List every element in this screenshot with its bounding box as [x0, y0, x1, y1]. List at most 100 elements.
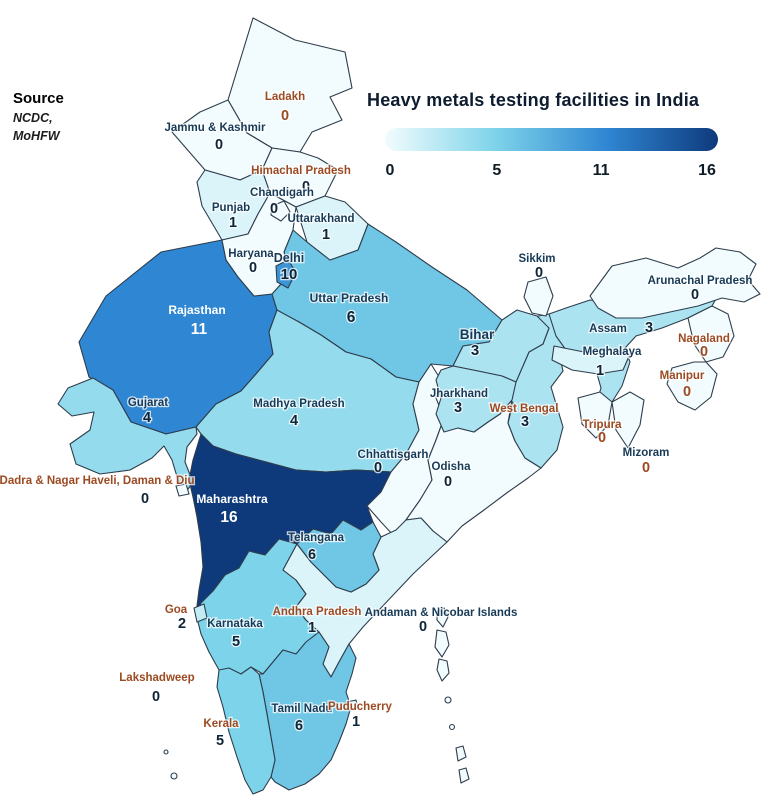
region-name-label-dnh: Dadra & Nagar Haveli, Daman & Diu: [0, 475, 194, 487]
region-sikkim[interactable]: [523, 276, 554, 317]
region-name-label-tripura: Tripura: [583, 419, 623, 431]
region-kerala[interactable]: [216, 666, 276, 795]
region-name-label-gujarat: Gujarat: [128, 397, 168, 409]
region-name-label-ap: Andhra Pradesh: [273, 606, 362, 618]
chart-title: Heavy metals testing facilities in India: [367, 90, 700, 110]
region-name-label-mp: Madhya Pradesh: [253, 398, 344, 410]
region-name-label-assam: Assam: [589, 323, 627, 335]
region-value-label-dnh: 0: [141, 491, 149, 507]
legend-tick-0: 0: [385, 162, 395, 179]
region-andaman[interactable]: [444, 696, 452, 704]
region-value-label-delhi: 10: [281, 266, 298, 283]
source-block: Source NCDC, MoHFW: [13, 90, 64, 143]
region-value-label-sikkim: 0: [535, 265, 543, 281]
region-tn[interactable]: [258, 631, 357, 791]
region-gujarat[interactable]: [57, 377, 198, 493]
region-value-label-kerala: 5: [216, 733, 224, 749]
legend-ticks: 0 5 11 16: [385, 162, 718, 182]
region-value-label-mp: 4: [290, 413, 298, 429]
region-value-label-rajasthan: 11: [191, 321, 208, 338]
region-name-label-wb: West Bengal: [490, 403, 559, 415]
region-value-label-ladakh: 0: [281, 108, 289, 124]
region-name-label-goa: Goa: [165, 604, 188, 616]
region-value-label-mizoram: 0: [642, 460, 650, 476]
legend-gradient-bar: [385, 128, 718, 151]
region-name-label-jharkhand: Jharkhand: [430, 388, 488, 400]
region-andaman[interactable]: [448, 723, 456, 731]
region-value-label-arunachal: 0: [691, 287, 699, 303]
region-name-label-kerala: Kerala: [203, 718, 239, 730]
region-andaman[interactable]: [436, 658, 450, 682]
region-value-label-goa: 2: [178, 616, 186, 632]
source-heading: Source: [13, 90, 64, 107]
region-andaman[interactable]: [455, 745, 467, 762]
source-line-2: MoHFW: [13, 129, 60, 143]
region-value-label-tripura: 0: [598, 430, 606, 446]
region-value-label-andaman: 0: [419, 619, 427, 635]
region-name-label-ladakh: Ladakh: [265, 91, 305, 103]
region-meghalaya[interactable]: [551, 345, 631, 375]
legend-tick-11: 11: [592, 162, 610, 179]
region-value-label-assam: 3: [645, 320, 653, 336]
region-andaman[interactable]: [458, 767, 470, 784]
region-name-label-nagaland: Nagaland: [678, 333, 730, 345]
region-name-label-arunachal: Arunachal Pradesh: [648, 275, 753, 287]
region-uttarakhand[interactable]: [295, 195, 369, 261]
region-jharkhand[interactable]: [435, 365, 517, 433]
source-line-1: NCDC,: [13, 111, 53, 125]
region-arunachal[interactable]: [589, 247, 761, 319]
region-puducherry[interactable]: [346, 699, 359, 711]
region-value-label-gujarat: 4: [143, 410, 151, 426]
region-dnh[interactable]: [175, 483, 190, 497]
region-name-label-jk: Jammu & Kashmir: [165, 122, 267, 134]
region-goa[interactable]: [193, 603, 208, 623]
region-value-label-chandigarh: 0: [270, 201, 278, 217]
region-value-label-hp: 0: [302, 179, 310, 195]
region-value-label-tn: 6: [295, 718, 303, 734]
region-lakshadweep[interactable]: [163, 749, 169, 755]
region-andaman[interactable]: [436, 607, 449, 628]
region-manipur[interactable]: [666, 361, 718, 411]
region-name-label-maharashtra: Maharashtra: [196, 492, 268, 506]
region-name-label-rajasthan: Rajasthan: [168, 303, 225, 317]
region-name-label-lakshadweep: Lakshadweep: [119, 672, 194, 684]
region-delhi[interactable]: [275, 259, 297, 289]
region-name-label-andaman: Andaman & Nicobar Islands: [365, 607, 518, 619]
region-name-label-tn: Tamil Nadu: [271, 703, 332, 715]
region-value-label-haryana: 0: [249, 260, 257, 276]
region-name-label-chandigarh: Chandigarh: [250, 187, 314, 199]
region-value-label-up: 6: [347, 309, 356, 326]
region-value-label-bihar: 3: [471, 342, 479, 359]
region-tripura[interactable]: [577, 391, 613, 439]
region-value-label-jk: 0: [215, 137, 223, 153]
region-value-label-meghalaya: 1: [596, 363, 604, 379]
region-value-label-punjab: 1: [229, 215, 237, 231]
region-nagaland[interactable]: [687, 305, 735, 363]
region-lakshadweep[interactable]: [170, 772, 178, 780]
region-name-label-karnataka: Karnataka: [207, 618, 263, 630]
region-value-label-ap: 1: [308, 620, 316, 636]
region-name-label-chhattisgarh: Chhattisgarh: [358, 449, 429, 461]
region-mizoram[interactable]: [611, 391, 645, 449]
region-name-label-delhi: Delhi: [274, 251, 305, 265]
region-name-label-odisha: Odisha: [432, 461, 472, 473]
region-value-label-wb: 3: [521, 414, 529, 430]
legend-tick-5: 5: [492, 162, 502, 179]
region-name-label-hp: Himachal Pradesh: [251, 165, 351, 177]
region-value-label-telangana: 6: [308, 547, 316, 563]
region-value-label-karnataka: 5: [232, 634, 240, 650]
region-andaman[interactable]: [434, 629, 450, 658]
region-name-label-sikkim: Sikkim: [518, 253, 555, 265]
region-chandigarh[interactable]: [270, 200, 291, 222]
region-telangana[interactable]: [296, 519, 382, 593]
map-regions-layer: [57, 17, 761, 795]
region-value-label-odisha: 0: [444, 474, 452, 490]
region-value-label-puducherry: 1: [352, 714, 360, 730]
region-name-label-meghalaya: Meghalaya: [583, 346, 642, 358]
region-name-label-punjab: Punjab: [212, 202, 250, 214]
legend-tick-16: 16: [698, 162, 716, 179]
region-value-label-chhattisgarh: 0: [374, 460, 382, 476]
region-name-label-haryana: Haryana: [228, 248, 274, 260]
